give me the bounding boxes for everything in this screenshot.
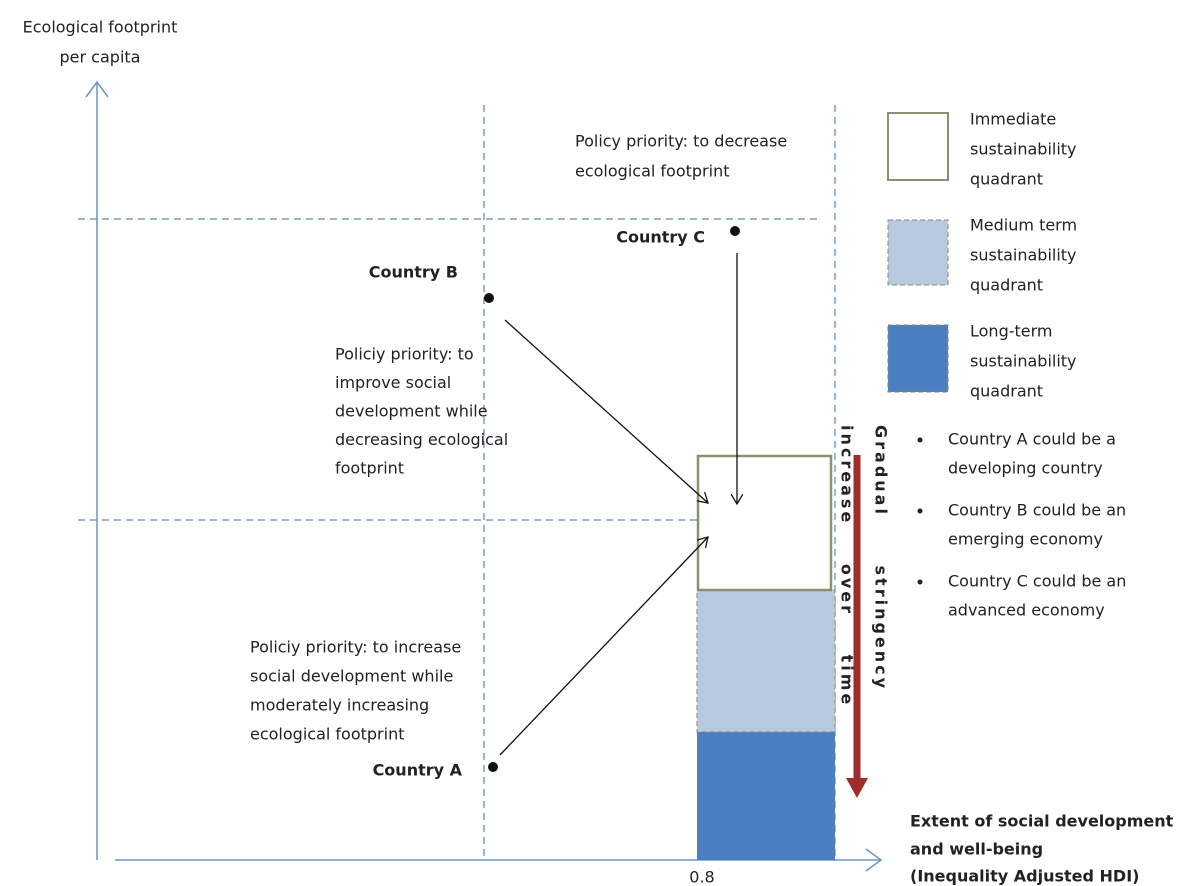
policy-text: development while	[335, 402, 488, 421]
arrow	[499, 537, 708, 756]
country-point	[730, 226, 740, 236]
bullet	[917, 579, 923, 585]
note-text: Country C could be an	[948, 572, 1126, 591]
stringency-label: Gradual stringency	[872, 425, 891, 691]
y-axis-label: per capita	[60, 48, 141, 67]
policy-text: Policy priority: to decrease	[575, 132, 787, 151]
legend-label: Immediate	[970, 110, 1056, 129]
country-label: Country C	[616, 228, 705, 247]
legend-label: sustainability	[970, 246, 1077, 265]
policy-text: improve social	[335, 373, 451, 392]
notes: Country A could be a developing country Co…	[917, 430, 1126, 620]
legend-swatch	[887, 112, 949, 181]
policy-text: social development while	[250, 667, 453, 686]
long-term-box	[697, 732, 835, 860]
arrow	[504, 319, 708, 503]
legend-label: sustainability	[970, 352, 1077, 371]
policy-text: decreasing ecological	[335, 430, 508, 449]
y-axis-label: Ecological footprint	[23, 18, 178, 37]
note-text: emerging economy	[948, 530, 1103, 549]
note-text: developing country	[948, 459, 1103, 478]
legend-swatch	[887, 219, 949, 286]
policy-texts: Policiy priority: to increase social deve…	[250, 132, 787, 744]
medium-term-box	[696, 589, 836, 733]
x-axis-label: (Inequality Adjusted HDI)	[910, 867, 1139, 886]
country-label: Country A	[373, 761, 463, 780]
legend-label: quadrant	[970, 170, 1043, 189]
bullet	[917, 508, 923, 514]
note-text: advanced economy	[948, 601, 1105, 620]
country-point	[488, 762, 498, 772]
policy-text: footprint	[335, 459, 404, 478]
policy-text: moderately increasing	[250, 696, 429, 715]
stringency-label: increase over time	[838, 425, 857, 707]
bullet	[917, 437, 923, 443]
legend-label: sustainability	[970, 140, 1077, 159]
policy-text: Policiy priority: to increase	[250, 638, 461, 657]
policy-text: Policiy priority: to	[335, 345, 474, 364]
legend-label: quadrant	[970, 276, 1043, 295]
x-axis-label: and well-being	[910, 840, 1043, 859]
legend: Immediate sustainability quadrant Medium te…	[887, 110, 1077, 401]
note-text: Country B could be an	[948, 501, 1126, 520]
legend-label: Medium term	[970, 216, 1077, 235]
country-point	[484, 293, 494, 303]
legend-swatch	[887, 324, 949, 393]
note-text: Country A could be a	[948, 430, 1116, 449]
immediate-box	[696, 454, 833, 592]
legend-label: quadrant	[970, 382, 1043, 401]
country-label: Country B	[369, 263, 458, 282]
x-tick: 0.8	[689, 868, 714, 886]
policy-text: ecological footprint	[250, 725, 404, 744]
y-axis-head	[85, 80, 109, 98]
legend-label: Long-term	[970, 322, 1053, 341]
x-axis-head	[865, 848, 883, 872]
x-axis-label: Extent of social development	[910, 812, 1174, 831]
policy-text: ecological footprint	[575, 162, 729, 181]
stringency-arrow-head	[846, 778, 868, 798]
